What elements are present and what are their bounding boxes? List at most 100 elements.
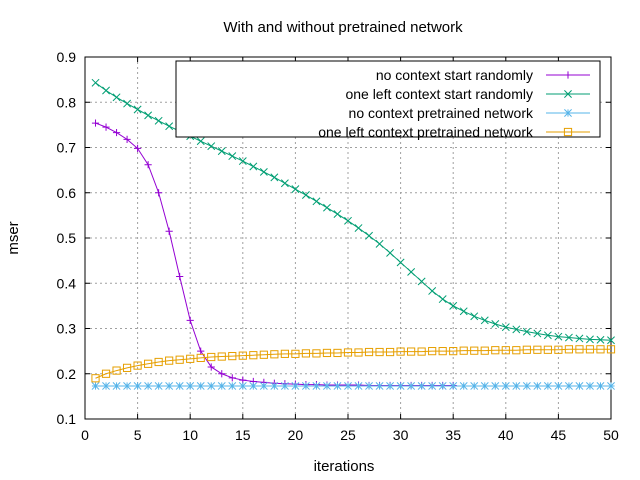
series-3-point [207, 382, 216, 390]
x-tick-label: 45 [551, 427, 567, 443]
series-2-point [123, 99, 132, 108]
series-3-point [333, 382, 342, 390]
series-3-point [607, 382, 615, 390]
series-2-point [217, 147, 226, 156]
series-2-point [91, 78, 100, 87]
series-4-point [501, 346, 510, 355]
y-tick-label: 0.5 [57, 230, 77, 246]
series-2-point [301, 191, 310, 199]
series-2-point [533, 329, 542, 338]
series-3-point [228, 382, 237, 390]
series-1-point [228, 374, 236, 382]
legend-label: no context pretrained network [349, 105, 534, 121]
series-2-point [554, 332, 563, 341]
series-3-point [175, 382, 184, 390]
series-2-point [249, 162, 258, 171]
series-3-point [291, 382, 300, 390]
series-4-point [133, 361, 142, 370]
series-2-point [323, 203, 331, 212]
series-3-point [365, 382, 373, 390]
series-1-point [165, 227, 173, 235]
series-3-point [133, 382, 142, 390]
series-2-point [575, 334, 584, 343]
series-4-point [438, 347, 447, 356]
series-2-point [596, 335, 605, 344]
series-3-point [217, 382, 226, 390]
series-4-point [533, 345, 542, 354]
series-1-point [91, 119, 100, 127]
x-tick-label: 10 [182, 427, 198, 443]
series-1-point [218, 370, 226, 378]
series-2-point [291, 185, 300, 194]
series-2-point [259, 167, 268, 176]
series-3 [91, 382, 615, 390]
series-4-point [606, 345, 616, 354]
series-4-point [522, 345, 531, 354]
legend-marker-sample [563, 127, 573, 137]
series-2-point [344, 216, 352, 225]
x-axis-label: iterations [314, 458, 375, 475]
series-2-point [564, 333, 573, 342]
series-4-point [291, 349, 300, 358]
legend-label: no context start randomly [376, 67, 533, 83]
series-1-point [176, 272, 184, 281]
series-2-point [354, 224, 363, 232]
series-4-point [449, 347, 458, 356]
series-4-point [343, 348, 353, 357]
series-3-point [564, 382, 573, 390]
series-4-point [596, 345, 605, 354]
series-2-point [144, 111, 153, 120]
series-4-point [407, 347, 416, 356]
series-3-point [112, 382, 121, 390]
series-4-point [144, 359, 153, 368]
series-3-point [165, 382, 174, 390]
series-3-point [91, 382, 100, 390]
x-tick-label: 15 [235, 427, 251, 443]
legend-marker-sample [564, 109, 572, 117]
series-2-point [480, 316, 489, 325]
series-2-point [238, 157, 247, 166]
series-3-point [480, 382, 489, 390]
series-3-point [154, 382, 163, 390]
series-3-point [144, 382, 153, 390]
series-2-point [375, 239, 384, 248]
y-tick-label: 0.9 [57, 49, 77, 65]
x-tick-label: 5 [134, 427, 142, 443]
series-2-point [522, 327, 531, 336]
x-tick-label: 25 [340, 427, 356, 443]
series-1-point [123, 135, 131, 143]
series-4-point [91, 374, 100, 383]
series-3-point [344, 382, 352, 390]
y-tick-label: 0.8 [57, 94, 77, 110]
series-2-point [112, 93, 121, 102]
series-1-point [112, 128, 121, 137]
legend-box [175, 60, 601, 138]
series-2-point [165, 122, 174, 131]
series-2-point [312, 197, 321, 206]
series-2-point [102, 86, 110, 95]
series-4-point [333, 348, 342, 358]
series-2-point [459, 307, 468, 316]
series-4-point [112, 366, 121, 375]
series-2-point [228, 152, 237, 161]
series-group [91, 78, 616, 390]
series-4-point [165, 356, 174, 365]
series-3-point [196, 382, 205, 390]
series-2-point [280, 179, 289, 188]
series-4-point [249, 351, 258, 360]
series-4-point [186, 354, 195, 363]
chart-title: With and without pretrained network [223, 19, 463, 36]
series-3-point [470, 382, 479, 390]
series-3-point [512, 382, 521, 390]
series-4-point [270, 350, 279, 359]
series-2-point [449, 301, 458, 310]
series-2-point [407, 267, 416, 276]
series-3-point [354, 382, 363, 390]
series-1-point [186, 316, 194, 324]
series-1-point [102, 123, 110, 131]
series-3-point [186, 382, 195, 390]
x-tick-label: 30 [393, 427, 409, 443]
series-4-point [585, 345, 595, 354]
series-3-point [312, 382, 321, 390]
series-3-point [375, 382, 384, 390]
